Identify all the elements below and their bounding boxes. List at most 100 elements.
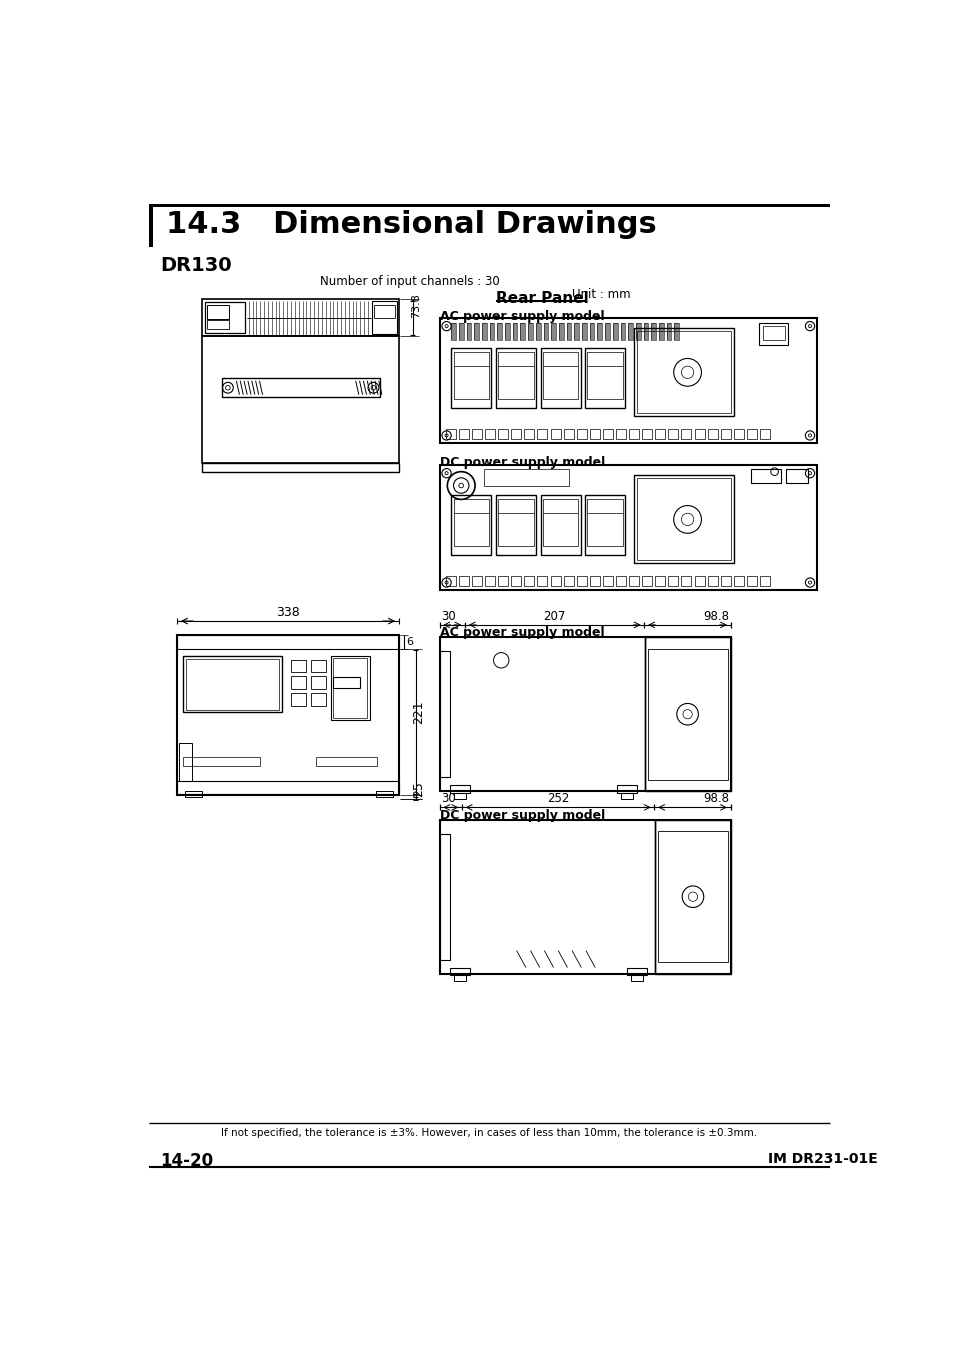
Bar bbox=[511, 430, 520, 439]
Bar bbox=[751, 469, 780, 484]
Bar bbox=[536, 323, 540, 340]
Bar bbox=[183, 657, 281, 712]
Bar bbox=[202, 463, 398, 473]
Bar bbox=[311, 659, 326, 671]
Bar bbox=[733, 430, 743, 439]
Bar bbox=[641, 430, 652, 439]
Text: Number of input channels : 30: Number of input channels : 30 bbox=[320, 276, 499, 288]
Bar bbox=[587, 500, 622, 546]
Bar bbox=[497, 323, 501, 340]
Bar bbox=[658, 831, 727, 962]
Bar bbox=[628, 577, 639, 585]
Bar bbox=[668, 577, 678, 585]
Bar bbox=[453, 353, 488, 399]
Bar bbox=[577, 430, 586, 439]
Bar bbox=[604, 323, 609, 340]
Bar bbox=[636, 331, 730, 413]
Text: 30: 30 bbox=[440, 792, 456, 805]
Bar bbox=[643, 323, 648, 340]
Text: 98.8: 98.8 bbox=[702, 609, 728, 623]
Text: 98.8: 98.8 bbox=[702, 792, 728, 805]
Bar bbox=[520, 323, 524, 340]
Bar bbox=[451, 494, 491, 555]
Bar bbox=[746, 430, 756, 439]
Bar bbox=[374, 304, 395, 319]
Bar bbox=[439, 651, 450, 777]
Bar bbox=[655, 577, 664, 585]
Bar bbox=[551, 323, 556, 340]
Bar bbox=[628, 323, 632, 340]
Bar bbox=[513, 323, 517, 340]
Bar bbox=[311, 693, 326, 705]
Bar bbox=[375, 792, 393, 797]
Bar bbox=[333, 677, 359, 688]
Bar bbox=[291, 659, 306, 671]
Text: Unit : mm: Unit : mm bbox=[572, 288, 630, 301]
Bar bbox=[543, 323, 548, 340]
Bar bbox=[528, 323, 533, 340]
Bar bbox=[746, 577, 756, 585]
Bar bbox=[207, 305, 229, 319]
Bar bbox=[666, 323, 671, 340]
Bar bbox=[449, 967, 469, 975]
Bar bbox=[655, 430, 664, 439]
Bar bbox=[504, 323, 509, 340]
Bar bbox=[566, 323, 571, 340]
Bar bbox=[563, 577, 573, 585]
Bar bbox=[496, 347, 536, 408]
Bar bbox=[453, 975, 465, 981]
Bar bbox=[207, 320, 229, 330]
Bar bbox=[205, 303, 245, 334]
Bar bbox=[472, 430, 481, 439]
Text: 25: 25 bbox=[412, 781, 425, 797]
Bar bbox=[458, 430, 469, 439]
Bar bbox=[733, 577, 743, 585]
Bar bbox=[149, 207, 153, 247]
Bar bbox=[577, 577, 586, 585]
Bar bbox=[636, 478, 730, 561]
Text: AC power supply model: AC power supply model bbox=[439, 626, 603, 639]
Bar bbox=[633, 328, 733, 416]
Bar bbox=[291, 693, 306, 705]
Bar bbox=[674, 323, 679, 340]
Bar bbox=[445, 577, 456, 585]
Bar bbox=[666, 323, 671, 340]
Bar bbox=[628, 430, 639, 439]
Text: 14-20: 14-20 bbox=[160, 1151, 213, 1170]
Bar bbox=[550, 577, 560, 585]
Bar bbox=[520, 323, 524, 340]
Bar bbox=[680, 577, 691, 585]
Bar bbox=[762, 326, 783, 340]
Bar bbox=[597, 323, 601, 340]
Bar bbox=[185, 659, 279, 709]
Bar bbox=[177, 635, 398, 794]
Bar bbox=[612, 323, 617, 340]
Bar bbox=[574, 323, 578, 340]
Bar bbox=[481, 323, 486, 340]
Bar bbox=[311, 677, 326, 689]
Bar bbox=[641, 577, 652, 585]
Bar bbox=[333, 658, 367, 719]
Bar bbox=[584, 494, 624, 555]
Bar bbox=[474, 323, 478, 340]
Bar bbox=[537, 577, 547, 585]
Bar bbox=[489, 323, 494, 340]
Bar bbox=[633, 474, 733, 563]
Bar bbox=[630, 975, 642, 981]
Text: 221: 221 bbox=[412, 700, 425, 724]
Bar bbox=[453, 500, 488, 546]
Text: IM DR231-01E: IM DR231-01E bbox=[767, 1151, 878, 1166]
Bar bbox=[648, 648, 727, 780]
Bar bbox=[458, 323, 463, 340]
Bar bbox=[481, 323, 486, 340]
Bar bbox=[589, 577, 599, 585]
Bar bbox=[651, 323, 656, 340]
Bar bbox=[707, 430, 717, 439]
Bar bbox=[636, 323, 640, 340]
Text: AC power supply model: AC power supply model bbox=[439, 309, 603, 323]
Bar bbox=[202, 299, 398, 336]
Bar bbox=[496, 494, 536, 555]
Bar bbox=[581, 323, 586, 340]
Bar bbox=[484, 577, 495, 585]
Bar bbox=[331, 657, 369, 720]
